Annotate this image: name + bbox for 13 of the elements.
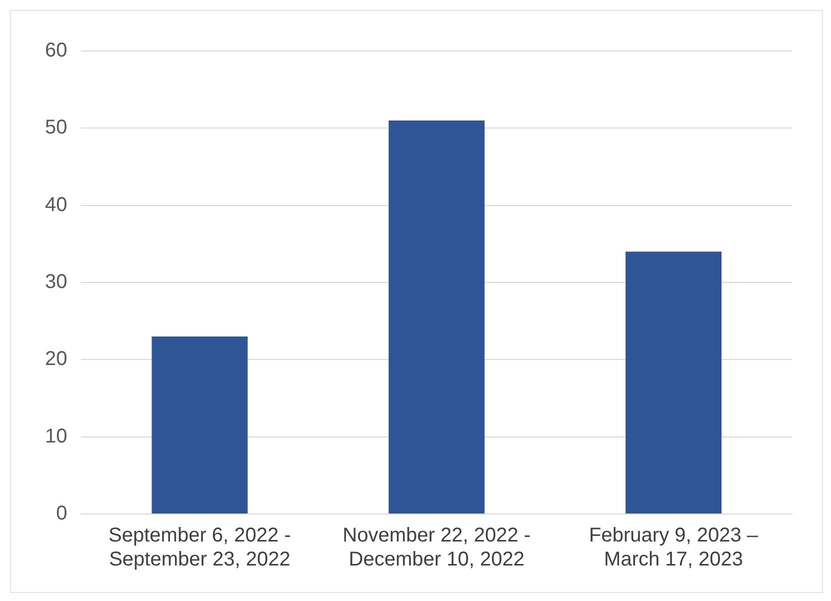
bar (626, 252, 722, 514)
y-tick-label: 10 (44, 425, 68, 448)
y-tick-label: 20 (44, 348, 68, 370)
x-tick-label: September 6, 2022 - September 23, 2022 (108, 524, 291, 571)
bar (388, 120, 485, 514)
y-tick-label: 40 (44, 194, 68, 216)
bar (152, 336, 248, 514)
y-tick-label: 0 (56, 502, 68, 525)
y-tick-label: 50 (44, 116, 68, 139)
y-tick-label: 30 (44, 271, 68, 294)
y-tick-label: 60 (44, 40, 68, 62)
x-tick-label: February 9, 2023 – March 17, 2023 (589, 524, 759, 571)
x-tick-label: November 22, 2022 - December 10, 2022 (342, 524, 531, 571)
